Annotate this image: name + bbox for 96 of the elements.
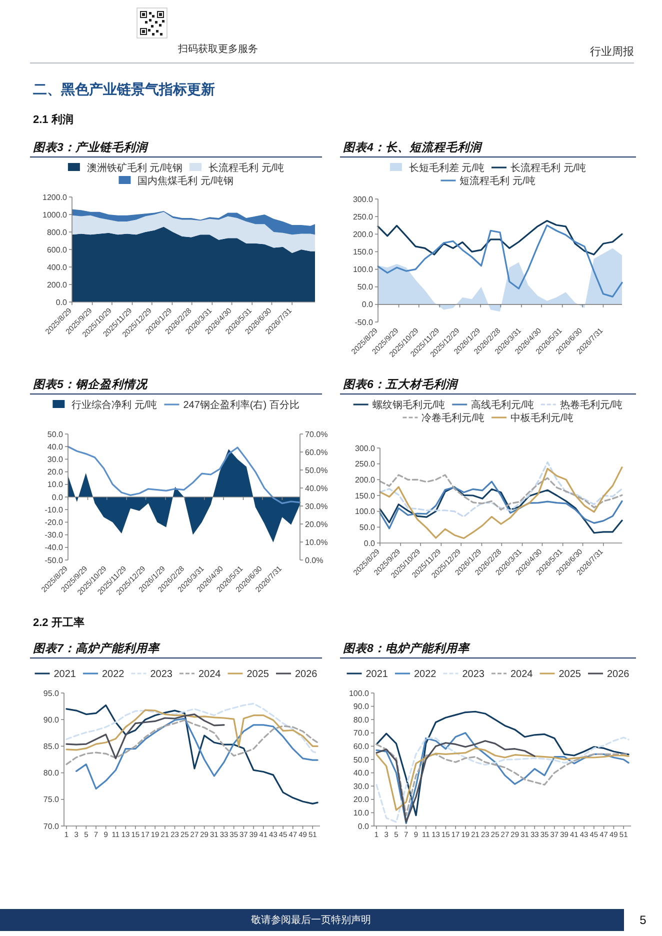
y-tick-label: 50.0 <box>359 522 376 532</box>
y2-tick-label: 30.0% <box>305 502 328 511</box>
legend-label: 2022 <box>102 669 125 680</box>
y-tick-label: 90.0 <box>353 702 370 712</box>
y-tick-label: 100.0 <box>348 688 370 698</box>
legend-label: 2026 <box>607 669 630 680</box>
y-tick-label: 20.0 <box>353 795 370 804</box>
y2-tick-label: 40.0% <box>305 484 328 493</box>
y-tick-label: 90.0 <box>43 715 60 724</box>
y-tick-label: 50.0 <box>47 430 64 439</box>
legend-label: 2021 <box>366 669 388 680</box>
text: 二、黑色产业链景气指标更新 <box>33 81 215 97</box>
legend-label: 中板毛利元/吨 <box>510 412 574 424</box>
y-tick-label: 40.0 <box>47 442 64 452</box>
y-tick-label: 75.0 <box>43 795 60 804</box>
chart-title: 图表7：高炉产能利用率 <box>33 641 160 655</box>
y-tick-label: 200.0 <box>352 230 374 239</box>
text: 5 <box>640 913 647 927</box>
chart-title: 图表5：钢企盈利情况 <box>33 378 148 391</box>
legend-label: 2021 <box>54 669 76 680</box>
chart-title: 图表3：产业链毛利润 <box>33 140 150 154</box>
y-tick-label: 60.0 <box>353 742 370 751</box>
y2-tick-label: 70.0% <box>305 430 328 439</box>
text: 2.1 利润 <box>33 113 74 126</box>
legend-label: 长短毛利差 元/吨 <box>408 162 484 174</box>
y-tick-label: 40.0 <box>353 768 370 778</box>
y-tick-label: 50.0 <box>357 282 374 292</box>
y-tick-label: 70.0 <box>43 822 60 831</box>
y-tick-label: 0.0 <box>358 822 370 831</box>
legend-label: 2022 <box>414 669 437 680</box>
y-tick-label: 150.0 <box>354 491 376 500</box>
y-tick-label: 0.0 <box>362 300 374 310</box>
y-tick-label: 1000.0 <box>42 210 68 220</box>
y-tick-label: -50.0 <box>44 556 64 565</box>
y-tick-label: 250.0 <box>352 212 374 222</box>
y-tick-label: 0.0 <box>364 538 376 548</box>
y-tick-label: 20.0 <box>47 468 64 477</box>
chart-title: 图表4：长、短流程毛利润 <box>343 140 484 154</box>
y-tick-label: 300.0 <box>354 444 376 453</box>
legend-label: 短流程毛利 元/吨 <box>460 175 536 187</box>
text: 敬请参阅最后一页特别声明 <box>251 914 371 926</box>
text: 2.2 开工率 <box>33 616 84 629</box>
y-tick-label: 85.0 <box>43 742 60 751</box>
y-tick-label: 30.0 <box>47 455 64 464</box>
y-tick-label: 200.0 <box>46 280 68 290</box>
y-tick-label: 800.0 <box>46 228 68 237</box>
legend-label: 2024 <box>510 669 534 680</box>
y-tick-label: 70.0 <box>353 728 370 738</box>
y-tick-label: 0.0 <box>52 492 64 502</box>
text: 扫码获取更多服务 <box>177 43 258 55</box>
legend-label: 2023 <box>462 669 485 680</box>
legend-label: 澳洲铁矿毛利 元/吨钢 <box>86 162 182 174</box>
legend-label: 螺纹钢毛利元/吨 <box>372 399 446 411</box>
legend-label: 247钢企盈利率(右) 百分比 <box>183 399 300 411</box>
y-tick-label: -40.0 <box>44 543 64 552</box>
legend-label: 热卷毛利元/吨 <box>560 399 623 411</box>
y2-tick-label: 0.0% <box>305 556 324 565</box>
y-tick-label: 30.0 <box>353 782 370 791</box>
chart-title: 图表8：电炉产能利用率 <box>343 641 470 655</box>
legend-label: 2023 <box>150 669 173 680</box>
y-tick-label: 250.0 <box>354 460 376 469</box>
y-tick-label: 50.0 <box>353 755 370 764</box>
y-tick-label: 400.0 <box>46 262 68 272</box>
y2-tick-label: 60.0% <box>305 448 328 457</box>
y-tick-label: 80.0 <box>43 768 60 778</box>
y2-tick-label: 50.0% <box>305 466 328 475</box>
y-tick-label: -30.0 <box>44 530 64 540</box>
y2-tick-label: 20.0% <box>305 520 328 529</box>
legend-label: 行业综合净利 元/吨 <box>72 399 158 411</box>
y-tick-label: -50.0 <box>354 318 374 327</box>
legend-label: 2024 <box>198 669 222 680</box>
legend-label: 2025 <box>246 669 270 680</box>
legend-label: 冷卷毛利元/吨 <box>422 412 484 424</box>
text: 行业周报 <box>590 45 634 58</box>
y-tick-label: 0.0 <box>56 298 68 307</box>
y-tick-label: 100.0 <box>354 507 376 516</box>
y-tick-label: 10.0 <box>353 808 370 818</box>
y-tick-label: 300.0 <box>352 194 374 204</box>
chart-title: 图表6：五大材毛利润 <box>343 377 460 391</box>
y-tick-label: 1200.0 <box>42 192 68 202</box>
y-tick-label: 200.0 <box>354 475 376 484</box>
legend-label: 2026 <box>295 669 318 680</box>
y-tick-label: 80.0 <box>353 715 370 724</box>
y-tick-label: -20.0 <box>44 518 64 527</box>
y-tick-label: 100.0 <box>352 265 374 274</box>
legend-label: 长流程毛利 元/吨 <box>208 162 284 174</box>
legend-label: 2025 <box>558 669 582 680</box>
legend-label: 国内焦煤毛利 元/吨钢 <box>138 175 234 187</box>
legend-label: 长流程毛利 元/吨 <box>510 162 586 174</box>
y-tick-label: -10.0 <box>44 505 64 514</box>
y2-tick-label: 10.0% <box>305 538 328 547</box>
y-tick-label: 10.0 <box>47 480 64 490</box>
y-tick-label: 150.0 <box>352 248 374 257</box>
y-tick-label: 600.0 <box>46 245 68 254</box>
y-tick-label: 95.0 <box>43 688 60 698</box>
legend-label: 高线毛利元/吨 <box>471 399 534 411</box>
